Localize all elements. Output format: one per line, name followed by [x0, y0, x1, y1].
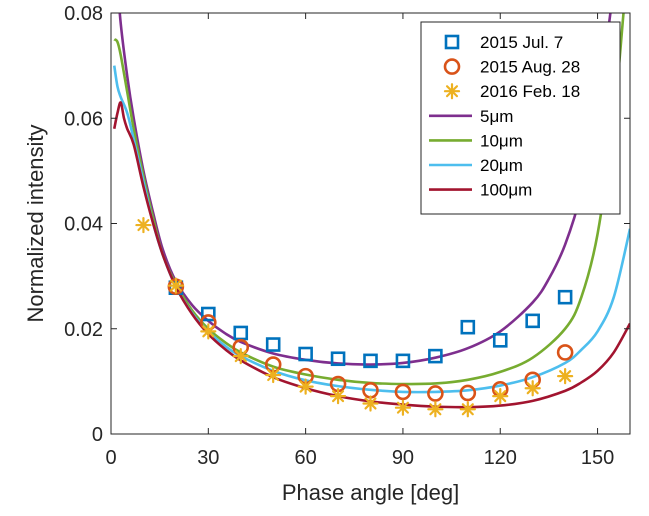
observation-markers	[135, 216, 574, 418]
legend-label: 2015 Aug. 28	[480, 58, 580, 77]
y-axis-label: Normalized intensity	[23, 124, 48, 322]
x-tick-label: 30	[197, 447, 219, 469]
data-point-asterisk	[329, 388, 347, 405]
axis-ticks: 0 30 60 90 120 150 0 0.02 0.04 0.06 0.08	[64, 3, 630, 469]
x-tick-label: 90	[392, 447, 414, 469]
legend-label: 10μm	[480, 131, 523, 150]
data-point-square	[525, 313, 540, 329]
x-tick-label: 120	[484, 447, 517, 469]
legend-label: 2015 Jul. 7	[480, 33, 563, 52]
model-line-10mum	[113, 13, 625, 386]
legend-label: 100μm	[480, 181, 532, 200]
data-point-asterisk	[492, 388, 509, 405]
legend-marker-asterisk	[443, 83, 461, 100]
legend-label: 2016 Feb. 18	[480, 82, 580, 101]
data-point-asterisk	[524, 380, 541, 397]
legend: 2015 Jul. 7 2015 Aug. 28 2016 Feb. 18 5μm 10…	[420, 21, 621, 215]
data-point-circle	[394, 383, 412, 401]
data-point-asterisk	[200, 323, 217, 340]
data-point-square	[492, 333, 508, 348]
data-point-square	[201, 306, 216, 322]
x-tick-label: 0	[105, 447, 116, 469]
legend-label: 5μm	[480, 107, 513, 126]
data-point-circle	[427, 385, 444, 402]
data-point-square	[330, 351, 346, 367]
x-tick-label: 150	[581, 447, 614, 469]
data-point-asterisk	[557, 368, 574, 385]
data-point-square	[265, 337, 281, 352]
legend-marker-circle	[443, 58, 461, 75]
data-point-asterisk	[362, 395, 379, 412]
data-point-asterisk	[394, 399, 412, 416]
x-axis-label: Phase angle [deg]	[282, 480, 459, 505]
data-point-square	[363, 353, 378, 369]
data-point-asterisk	[265, 366, 282, 384]
model-line-5mum	[118, 13, 612, 366]
legend-label: 20μm	[480, 156, 523, 175]
data-point-square	[298, 346, 313, 362]
data-point-asterisk	[459, 401, 476, 418]
y-tick-label: 0.04	[64, 214, 103, 236]
data-point-asterisk	[297, 378, 314, 395]
data-point-square	[557, 289, 573, 305]
y-tick-label: 0.08	[64, 3, 103, 25]
legend-box	[420, 21, 621, 215]
data-point-square	[395, 353, 411, 369]
y-tick-label: 0.02	[64, 319, 103, 341]
data-point-asterisk	[232, 348, 249, 365]
data-point-asterisk	[427, 401, 444, 418]
data-point-asterisk	[167, 277, 184, 294]
legend-marker-square	[444, 34, 460, 50]
data-point-square	[428, 348, 443, 364]
x-tick-label: 60	[295, 447, 317, 469]
data-point-square	[460, 319, 476, 335]
data-point-circle	[556, 344, 574, 361]
data-point-circle	[459, 384, 477, 402]
y-tick-label: 0.06	[64, 108, 103, 130]
y-tick-label: 0	[92, 424, 103, 446]
data-point-asterisk	[135, 216, 152, 234]
model-line-100mum	[112, 101, 630, 409]
